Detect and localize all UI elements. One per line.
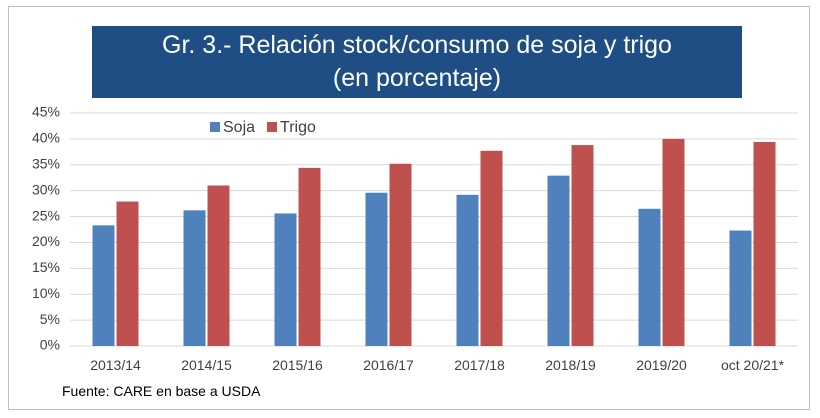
y-tick-label: 45% [32,104,60,120]
chart-title: Gr. 3.- Relación stock/consumo de soja y… [162,31,672,59]
bar [480,150,503,346]
legend-label: Soja [223,119,255,136]
chart-frame [8,6,810,410]
x-tick-label: 2016/17 [363,357,414,373]
x-tick-label: 2018/19 [545,357,596,373]
title-box: Gr. 3.- Relación stock/consumo de soja y… [92,26,742,98]
x-tick-label: 2019/20 [636,357,687,373]
legend-label: Trigo [280,119,316,136]
y-tick-label: 25% [32,207,60,223]
bar [183,210,206,346]
y-tick-label: 20% [32,233,60,249]
bar [298,167,321,346]
bar [729,230,752,346]
bar [662,138,685,346]
bar [638,208,661,346]
bar [547,175,570,346]
bar [456,194,479,346]
y-tick-label: 0% [40,337,60,353]
bar [207,185,230,346]
legend-swatch [210,122,220,132]
y-tick-label: 40% [32,130,60,146]
x-tick-label: 2014/15 [181,357,232,373]
bar [389,163,412,346]
y-tick-label: 15% [32,259,60,275]
source-note: Fuente: CARE en base a USDA [62,383,261,399]
bar [92,225,115,346]
y-tick-label: 30% [32,181,60,197]
x-tick-label: 2017/18 [454,357,505,373]
legend-swatch [267,122,278,132]
y-tick-label: 5% [40,311,60,327]
y-tick-label: 35% [32,155,60,171]
x-tick-label: oct 20/21* [720,357,785,373]
bar [274,213,297,346]
x-tick-label: 2013/14 [90,357,141,373]
bar [116,201,139,346]
chart-subtitle: (en porcentaje) [332,64,502,92]
bar [571,145,594,346]
bar [365,192,388,346]
y-tick-label: 10% [32,285,60,301]
x-tick-label: 2015/16 [272,357,323,373]
bar [753,141,776,346]
